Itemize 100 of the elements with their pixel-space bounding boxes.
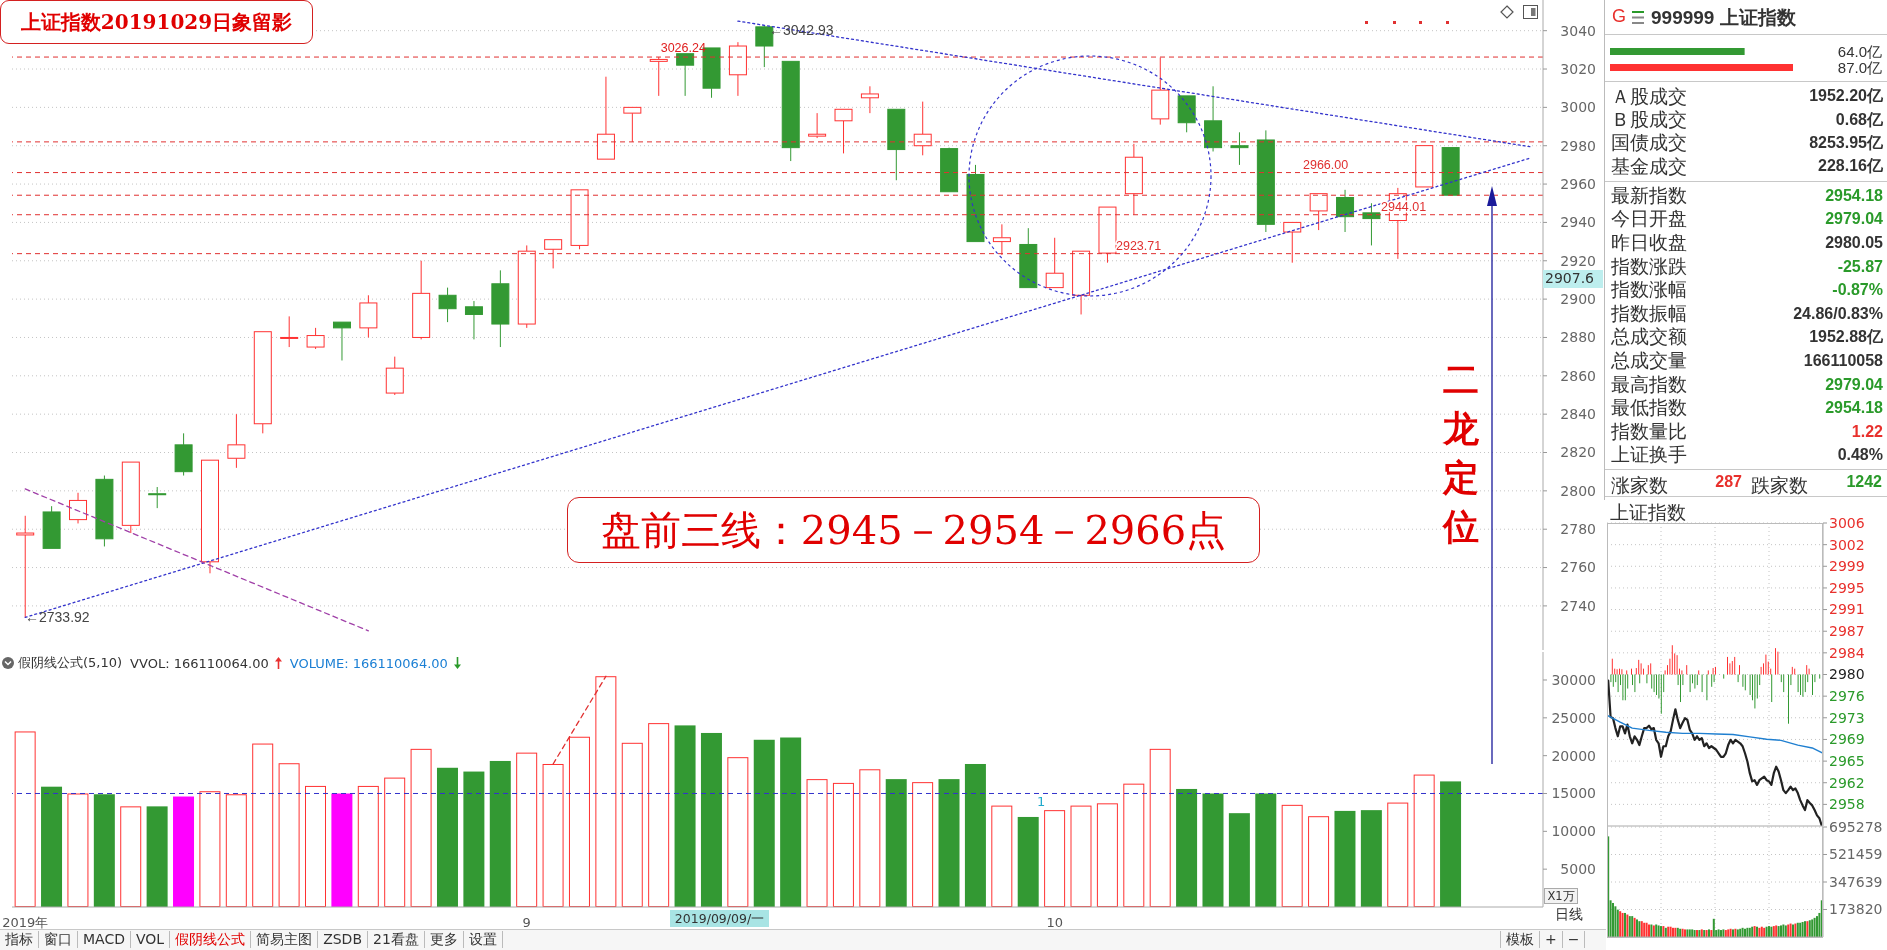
- text: 2980.05: [1825, 233, 1883, 252]
- y-tick-label: 2965: [1829, 753, 1865, 770]
- y-tick-label: 2969: [1829, 731, 1865, 748]
- text: -0.87%: [1832, 281, 1883, 300]
- text: ZSDB: [318, 931, 368, 948]
- text: 999999 上证指数: [1651, 6, 1796, 30]
- y-tick-label: 2940: [1560, 214, 1596, 231]
- y-tick-label: 2860: [1560, 367, 1596, 384]
- y-tick-label: 2840: [1560, 406, 1596, 423]
- annotation: 二龙定位: [1441, 357, 1480, 549]
- chart-title: 上证指数: [1610, 501, 1686, 523]
- text: +: [1540, 931, 1563, 948]
- text: 假阴线公式: [170, 931, 252, 948]
- y-tick-label: 2900: [1560, 291, 1596, 308]
- text: 基金成交: [1611, 153, 1687, 179]
- y-tick-label: 3040: [1560, 22, 1596, 39]
- text: Ａ股成交: [1611, 83, 1687, 109]
- text: 设置: [463, 931, 503, 948]
- y-tick-label: 2820: [1560, 444, 1596, 461]
- text: 228.16亿: [1818, 156, 1883, 177]
- text: 0.48%: [1837, 446, 1883, 465]
- text: 模板: [1501, 931, 1540, 948]
- y-tick-label: 2800: [1560, 482, 1596, 499]
- text: 国债成交: [1611, 130, 1687, 156]
- text: 1.22: [1851, 422, 1883, 441]
- y-tick-label: 2973: [1829, 709, 1865, 726]
- text: 上证指数20191029日象留影: [0, 0, 313, 44]
- text: 昨日收盘: [1611, 230, 1687, 255]
- text: 更多: [424, 931, 464, 948]
- y-tick-label: 20000: [1551, 747, 1596, 764]
- y-tick-label: 2880: [1560, 329, 1596, 346]
- y-tick-label: 2980: [1560, 137, 1596, 154]
- text: 指数振幅: [1611, 300, 1687, 326]
- y-tick-label: 2962: [1829, 774, 1865, 791]
- y-tick-label: 521459: [1829, 846, 1883, 863]
- y-tick-label: 173820: [1829, 901, 1883, 918]
- text: 287: [1715, 473, 1742, 491]
- x-tick-label: 10: [1046, 915, 1063, 930]
- ref-line-label: 2966.00: [1303, 157, 1349, 172]
- text: Ｂ股成交: [1611, 107, 1687, 133]
- text: 2954.18: [1825, 186, 1883, 205]
- y-tick-label: 30000: [1551, 671, 1596, 688]
- text: 2954.18: [1825, 399, 1883, 418]
- text: 2907.6: [1543, 270, 1603, 288]
- y-tick-label: 347639: [1829, 873, 1883, 890]
- text: 跌家数: [1751, 473, 1808, 498]
- text: 8253.95亿: [1809, 132, 1883, 153]
- y-tick-label: 3002: [1829, 536, 1865, 553]
- text: 涨家数: [1611, 473, 1668, 498]
- text: 24.86/0.83%: [1793, 304, 1883, 323]
- y-tick-label: 2760: [1560, 559, 1596, 576]
- text: −: [1562, 931, 1586, 948]
- text: 166110058: [1803, 351, 1883, 370]
- text: 总成交量: [1611, 347, 1687, 373]
- y-tick-label: 5000: [1560, 861, 1596, 878]
- text: MACD: [78, 931, 131, 948]
- text: 2019/09/09/一: [670, 910, 769, 927]
- text: VOL: [130, 931, 171, 948]
- text: 日线: [1555, 906, 1583, 923]
- text: -25.87: [1837, 257, 1883, 276]
- text: 2979.04: [1825, 375, 1883, 394]
- text: 指数涨跌: [1611, 253, 1687, 279]
- annotation: 假阴线公式(5,10): [18, 654, 123, 672]
- text: 指标: [0, 931, 39, 948]
- y-tick-label: 25000: [1551, 709, 1596, 726]
- text: G: [1612, 6, 1627, 27]
- text: 0.68亿: [1835, 109, 1883, 130]
- text: 指数涨幅: [1611, 277, 1687, 303]
- ref-line-label: 2923.71: [1116, 238, 1162, 253]
- x-tick-label: 2019年: [2, 915, 49, 930]
- y-tick-label: 2780: [1560, 521, 1596, 538]
- annotation: VOLUME: 166110064.00: [289, 655, 448, 671]
- y-tick-label: 10000: [1551, 823, 1596, 840]
- text: 1242: [1846, 473, 1882, 491]
- y-tick-label: 3020: [1560, 60, 1596, 77]
- y-tick-label: 15000: [1551, 785, 1596, 802]
- y-tick-label: 2980: [1829, 666, 1865, 683]
- annotation: VVOL: 166110064.00: [130, 655, 269, 671]
- data-label: 64.0亿: [1837, 42, 1882, 60]
- y-tick-label: 2991: [1829, 601, 1865, 618]
- text: 最低指数: [1611, 395, 1687, 421]
- text: 1952.20亿: [1809, 86, 1883, 107]
- y-tick-label: 2920: [1560, 252, 1596, 269]
- x-tick-label: 9: [522, 915, 531, 930]
- y-tick-label: 2999: [1829, 558, 1865, 575]
- y-tick-label: 695278: [1829, 818, 1883, 835]
- y-tick-label: 2740: [1560, 597, 1596, 614]
- text: 窗口: [39, 931, 78, 948]
- y-tick-label: 3006: [1829, 514, 1865, 531]
- text: 21看盘: [368, 931, 425, 948]
- text: 简易主图: [251, 931, 319, 948]
- text: X1万: [1544, 888, 1578, 904]
- y-tick-label: 2984: [1829, 644, 1865, 661]
- text: 最新指数: [1611, 182, 1687, 208]
- text: 总成交额: [1611, 324, 1687, 350]
- data-label: 87.0亿: [1837, 58, 1882, 76]
- annotation: ←2733.92: [25, 609, 90, 626]
- text: 上证换手: [1611, 442, 1687, 468]
- y-tick-label: 2976: [1829, 688, 1865, 705]
- annotation: 1: [1037, 794, 1046, 810]
